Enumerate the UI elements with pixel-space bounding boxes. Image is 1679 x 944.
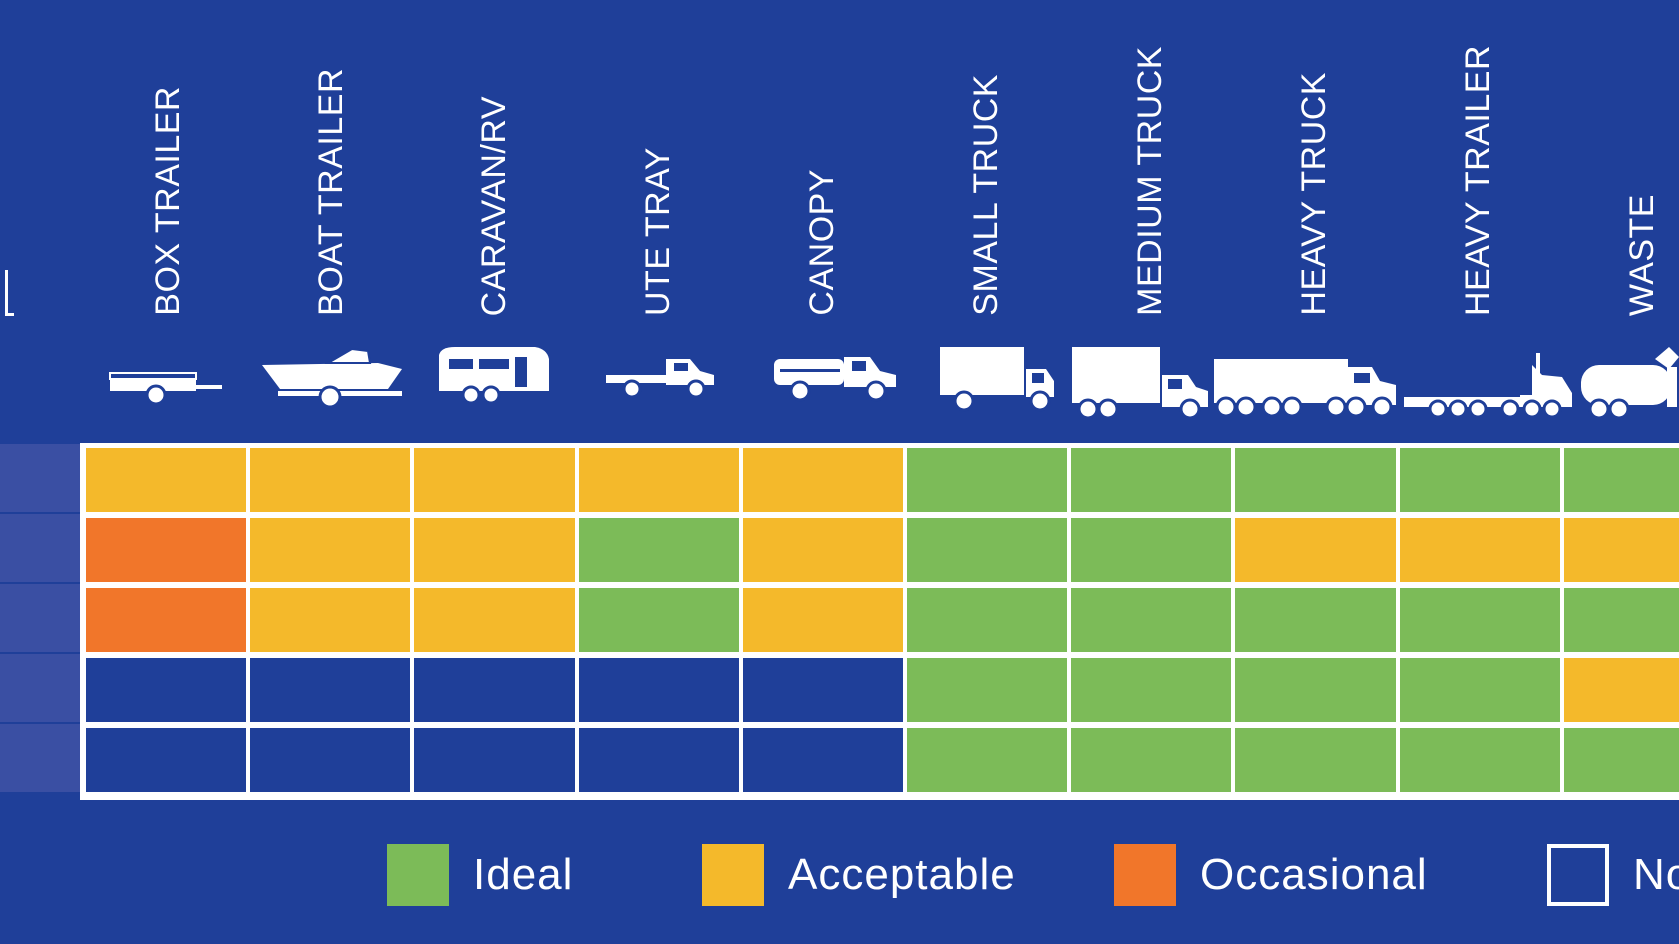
grid-cell-not-suitable (578, 658, 739, 722)
grid-cell-ideal (1399, 448, 1560, 512)
grid-cell-ideal (1399, 728, 1560, 792)
legend-label-occasional: Occasional (1200, 850, 1428, 899)
row-label-box (0, 724, 80, 792)
grid-cell-ideal (907, 658, 1068, 722)
grid-cell-acceptable (250, 588, 411, 652)
grid-row (82, 724, 1679, 794)
boat-trailer-icon (262, 347, 402, 409)
grid-cell-ideal (1071, 658, 1232, 722)
grid-cell-ideal (578, 518, 739, 582)
grid-cell-not-suitable (86, 728, 247, 792)
grid-cell-ideal (578, 588, 739, 652)
vehicle-icons-row (0, 345, 1679, 435)
legend-swatch-acceptable (702, 844, 764, 906)
column-header-canopy: CANOPY (803, 169, 841, 316)
grid-row (82, 584, 1679, 654)
grid-cell-acceptable (1563, 658, 1679, 722)
ute-tray-icon (606, 359, 714, 399)
grid-cell-acceptable (742, 448, 903, 512)
grid-cell-ideal (907, 518, 1068, 582)
grid-cell-ideal (1563, 448, 1679, 512)
grid-cell-ideal (907, 588, 1068, 652)
legend-swatch-ideal (387, 844, 449, 906)
grid-cell-acceptable (742, 588, 903, 652)
column-header-caravan-rv: CARAVAN/RV (475, 95, 513, 316)
row-label-box (0, 444, 80, 512)
column-header-heavy-truck: HEAVY TRUCK (1295, 72, 1333, 316)
row-label-box (0, 514, 80, 582)
suitability-grid (82, 444, 1679, 800)
grid-cell-ideal (1071, 728, 1232, 792)
legend: Ideal Acceptable Occasional No (0, 840, 1679, 920)
grid-cell-ideal (1235, 448, 1396, 512)
grid-cell-acceptable (742, 518, 903, 582)
grid-cell-not-suitable (578, 728, 739, 792)
legend-label-ideal: Ideal (473, 850, 574, 899)
grid-cell-acceptable (250, 448, 411, 512)
column-header-small-truck: SMALL TRUCK (967, 74, 1005, 316)
grid-cell-acceptable (1563, 518, 1679, 582)
row-label-box (0, 654, 80, 722)
grid-cell-not-suitable (86, 658, 247, 722)
medium-truck-icon (1072, 347, 1208, 420)
grid-cell-ideal (1071, 588, 1232, 652)
legend-swatch-not-suitable (1547, 844, 1609, 906)
grid-cell-ideal (1563, 728, 1679, 792)
grid-cell-ideal (1235, 728, 1396, 792)
grid-cell-ideal (1071, 518, 1232, 582)
grid-cell-not-suitable (414, 658, 575, 722)
grid-cell-not-suitable (414, 728, 575, 792)
small-truck-icon (940, 347, 1054, 412)
grid-cell-acceptable (250, 518, 411, 582)
grid-cell-not-suitable (250, 728, 411, 792)
grid-cell-occasional (86, 518, 247, 582)
grid-cell-acceptable (1399, 518, 1560, 582)
grid-cell-ideal (1235, 658, 1396, 722)
legend-label-not-suitable: No (1633, 850, 1679, 899)
grid-cell-acceptable (414, 588, 575, 652)
column-headers: BOX TRAILER BOAT TRAILER CARAVAN/RV UTE TRA… (0, 0, 1679, 330)
legend-item-acceptable: Acceptable (702, 840, 1016, 910)
grid-cell-acceptable (86, 448, 247, 512)
grid-row (82, 444, 1679, 514)
grid-cell-ideal (907, 448, 1068, 512)
grid-cell-not-suitable (250, 658, 411, 722)
legend-label-acceptable: Acceptable (788, 850, 1016, 899)
row-label-box (0, 584, 80, 652)
grid-cell-ideal (1563, 588, 1679, 652)
column-header-box-trailer: BOX TRAILER (149, 86, 187, 316)
waste-truck-icon (1581, 347, 1679, 420)
column-header-boat-trailer: BOAT TRAILER (312, 68, 350, 316)
canopy-ute-icon (774, 357, 896, 402)
column-header-waste: WASTE (1623, 193, 1661, 316)
grid-cell-acceptable (1235, 518, 1396, 582)
column-header-medium-truck: MEDIUM TRUCK (1131, 46, 1169, 316)
grid-cell-acceptable (414, 518, 575, 582)
legend-item-occasional: Occasional (1114, 840, 1428, 910)
grid-cell-ideal (1235, 588, 1396, 652)
grid-cell-acceptable (578, 448, 739, 512)
column-header-ute-tray: UTE TRAY (639, 147, 677, 316)
grid-row (82, 654, 1679, 724)
grid-row (82, 514, 1679, 584)
box-trailer-icon (109, 372, 222, 406)
grid-cell-ideal (1071, 448, 1232, 512)
legend-swatch-occasional (1114, 844, 1176, 906)
grid-cell-acceptable (414, 448, 575, 512)
column-header-heavy-trailer: HEAVY TRAILER (1459, 44, 1497, 316)
heavy-trailer-icon (1404, 353, 1572, 419)
grid-cell-not-suitable (742, 658, 903, 722)
grid-cell-occasional (86, 588, 247, 652)
grid-cell-ideal (907, 728, 1068, 792)
grid-cell-ideal (1399, 588, 1560, 652)
heavy-truck-icon (1214, 359, 1396, 418)
grid-cell-ideal (1399, 658, 1560, 722)
caravan-icon (439, 347, 549, 405)
legend-item-ideal: Ideal (387, 840, 573, 910)
legend-item-not-suitable: No (1547, 840, 1679, 910)
left-axis-tick (5, 270, 14, 316)
grid-cell-not-suitable (742, 728, 903, 792)
